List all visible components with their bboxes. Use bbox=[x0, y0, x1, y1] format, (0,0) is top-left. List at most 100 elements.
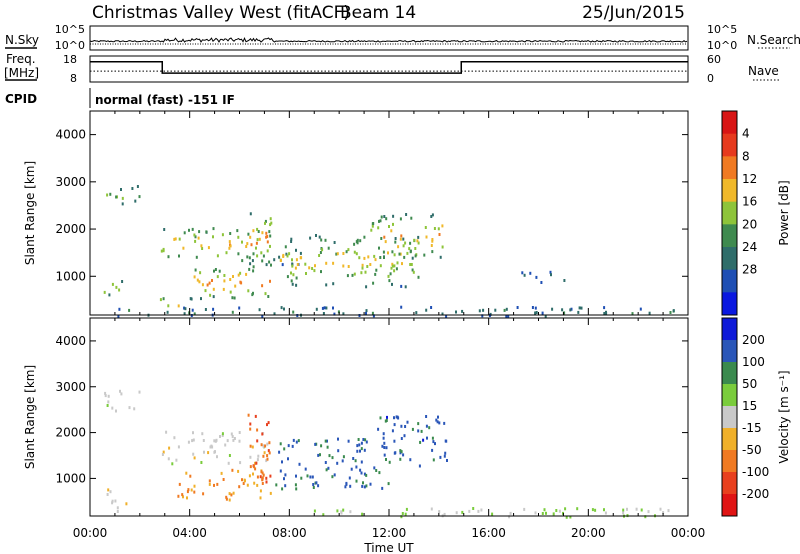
echo-cell bbox=[430, 507, 433, 511]
echo-cell bbox=[206, 283, 209, 287]
echo-cell bbox=[133, 407, 136, 411]
echo-cell bbox=[261, 477, 264, 481]
echo-cell bbox=[204, 308, 207, 311]
echo-cell bbox=[295, 440, 298, 444]
colorbar-tick-label: -100 bbox=[742, 465, 769, 479]
echo-cell bbox=[283, 447, 286, 451]
echo-cell bbox=[541, 311, 544, 315]
echo-cell bbox=[356, 449, 359, 453]
echo-cell bbox=[337, 449, 340, 453]
echo-cell bbox=[394, 237, 397, 240]
echo-cell bbox=[295, 487, 298, 491]
echo-cell bbox=[534, 311, 537, 315]
echo-cell bbox=[468, 509, 471, 513]
echo-cell bbox=[296, 263, 299, 266]
echo-cell bbox=[115, 409, 117, 413]
echo-cell bbox=[252, 265, 255, 269]
echo-cell bbox=[201, 432, 204, 436]
echo-cell bbox=[208, 479, 211, 483]
echo-cell bbox=[162, 297, 165, 301]
echo-cell bbox=[361, 263, 364, 267]
echo-cell bbox=[195, 255, 198, 259]
echo-cell bbox=[177, 304, 180, 308]
echo-cell bbox=[360, 460, 363, 464]
echo-cell bbox=[249, 444, 252, 448]
echo-cell bbox=[256, 254, 259, 258]
echo-cell bbox=[438, 421, 441, 425]
echo-cell bbox=[281, 263, 284, 267]
colorbar-swatch bbox=[722, 156, 737, 180]
echo-cell bbox=[404, 285, 407, 289]
y-tick-label: 2000 bbox=[55, 426, 86, 440]
echo-cell bbox=[375, 469, 378, 472]
echo-cell bbox=[198, 230, 201, 234]
echo-cell bbox=[208, 281, 211, 285]
echo-cell bbox=[396, 415, 399, 419]
echo-cell bbox=[199, 271, 202, 275]
echo-cell bbox=[114, 499, 117, 503]
echo-cell bbox=[257, 454, 260, 458]
echo-cell bbox=[252, 229, 255, 233]
echo-cell bbox=[544, 314, 547, 318]
echo-cell bbox=[174, 237, 177, 241]
echo-cell bbox=[104, 394, 107, 398]
echo-cell bbox=[432, 458, 435, 462]
echo-cell bbox=[371, 311, 374, 315]
echo-cell bbox=[177, 494, 180, 498]
echo-cell bbox=[234, 284, 237, 288]
echo-cell bbox=[193, 312, 196, 316]
echo-cell bbox=[246, 255, 249, 259]
echo-cell bbox=[342, 264, 345, 268]
echo-cell bbox=[569, 308, 572, 312]
echo-cell bbox=[353, 242, 356, 246]
echo-cell bbox=[541, 512, 544, 515]
echo-cell bbox=[261, 231, 264, 235]
echo-cell bbox=[359, 468, 362, 472]
echo-cell bbox=[263, 451, 266, 455]
echo-cell bbox=[178, 254, 180, 258]
echo-cell bbox=[249, 235, 252, 239]
echo-cell bbox=[366, 265, 369, 268]
echo-cell bbox=[213, 269, 215, 273]
echo-cell bbox=[241, 259, 244, 263]
echo-cell bbox=[285, 252, 288, 256]
echo-cell bbox=[284, 245, 287, 249]
echo-cell bbox=[295, 248, 297, 252]
date-label: 25/Jun/2015 bbox=[582, 3, 685, 23]
echo-cell bbox=[411, 268, 414, 272]
echo-cell bbox=[192, 431, 194, 435]
echo-cell bbox=[255, 246, 257, 250]
echo-cell bbox=[183, 312, 186, 316]
echo-cell bbox=[423, 253, 426, 257]
echo-cell bbox=[304, 467, 307, 471]
echo-cell bbox=[531, 306, 534, 309]
echo-cell bbox=[385, 217, 388, 221]
echo-cell bbox=[388, 225, 390, 228]
echo-cell bbox=[249, 465, 252, 469]
echo-cell bbox=[337, 310, 340, 314]
echo-cell bbox=[322, 312, 325, 315]
echo-cell bbox=[305, 272, 307, 275]
noise-left-tick-top: 10^5 bbox=[55, 23, 85, 36]
echo-cell bbox=[279, 259, 282, 262]
colorbar-swatch bbox=[722, 428, 737, 451]
echo-cell bbox=[120, 392, 123, 396]
echo-cell bbox=[209, 293, 212, 297]
colorbar-swatch bbox=[722, 362, 737, 385]
echo-cell bbox=[667, 509, 670, 513]
echo-cell bbox=[294, 483, 297, 487]
echo-cell bbox=[231, 435, 234, 438]
echo-cell bbox=[662, 511, 665, 515]
echo-cell bbox=[425, 235, 428, 239]
echo-cell bbox=[406, 251, 409, 255]
echo-cell bbox=[171, 462, 174, 466]
echo-cell bbox=[183, 231, 186, 235]
echo-cell bbox=[270, 221, 273, 225]
echo-cell bbox=[249, 427, 252, 431]
velocity-colorbar: 200 100 50 15 -15 -50 -100 -200 bbox=[721, 317, 769, 517]
echo-cell bbox=[386, 415, 388, 419]
echo-cell bbox=[192, 438, 195, 442]
echo-cell bbox=[400, 515, 403, 519]
echo-cell bbox=[417, 422, 420, 426]
